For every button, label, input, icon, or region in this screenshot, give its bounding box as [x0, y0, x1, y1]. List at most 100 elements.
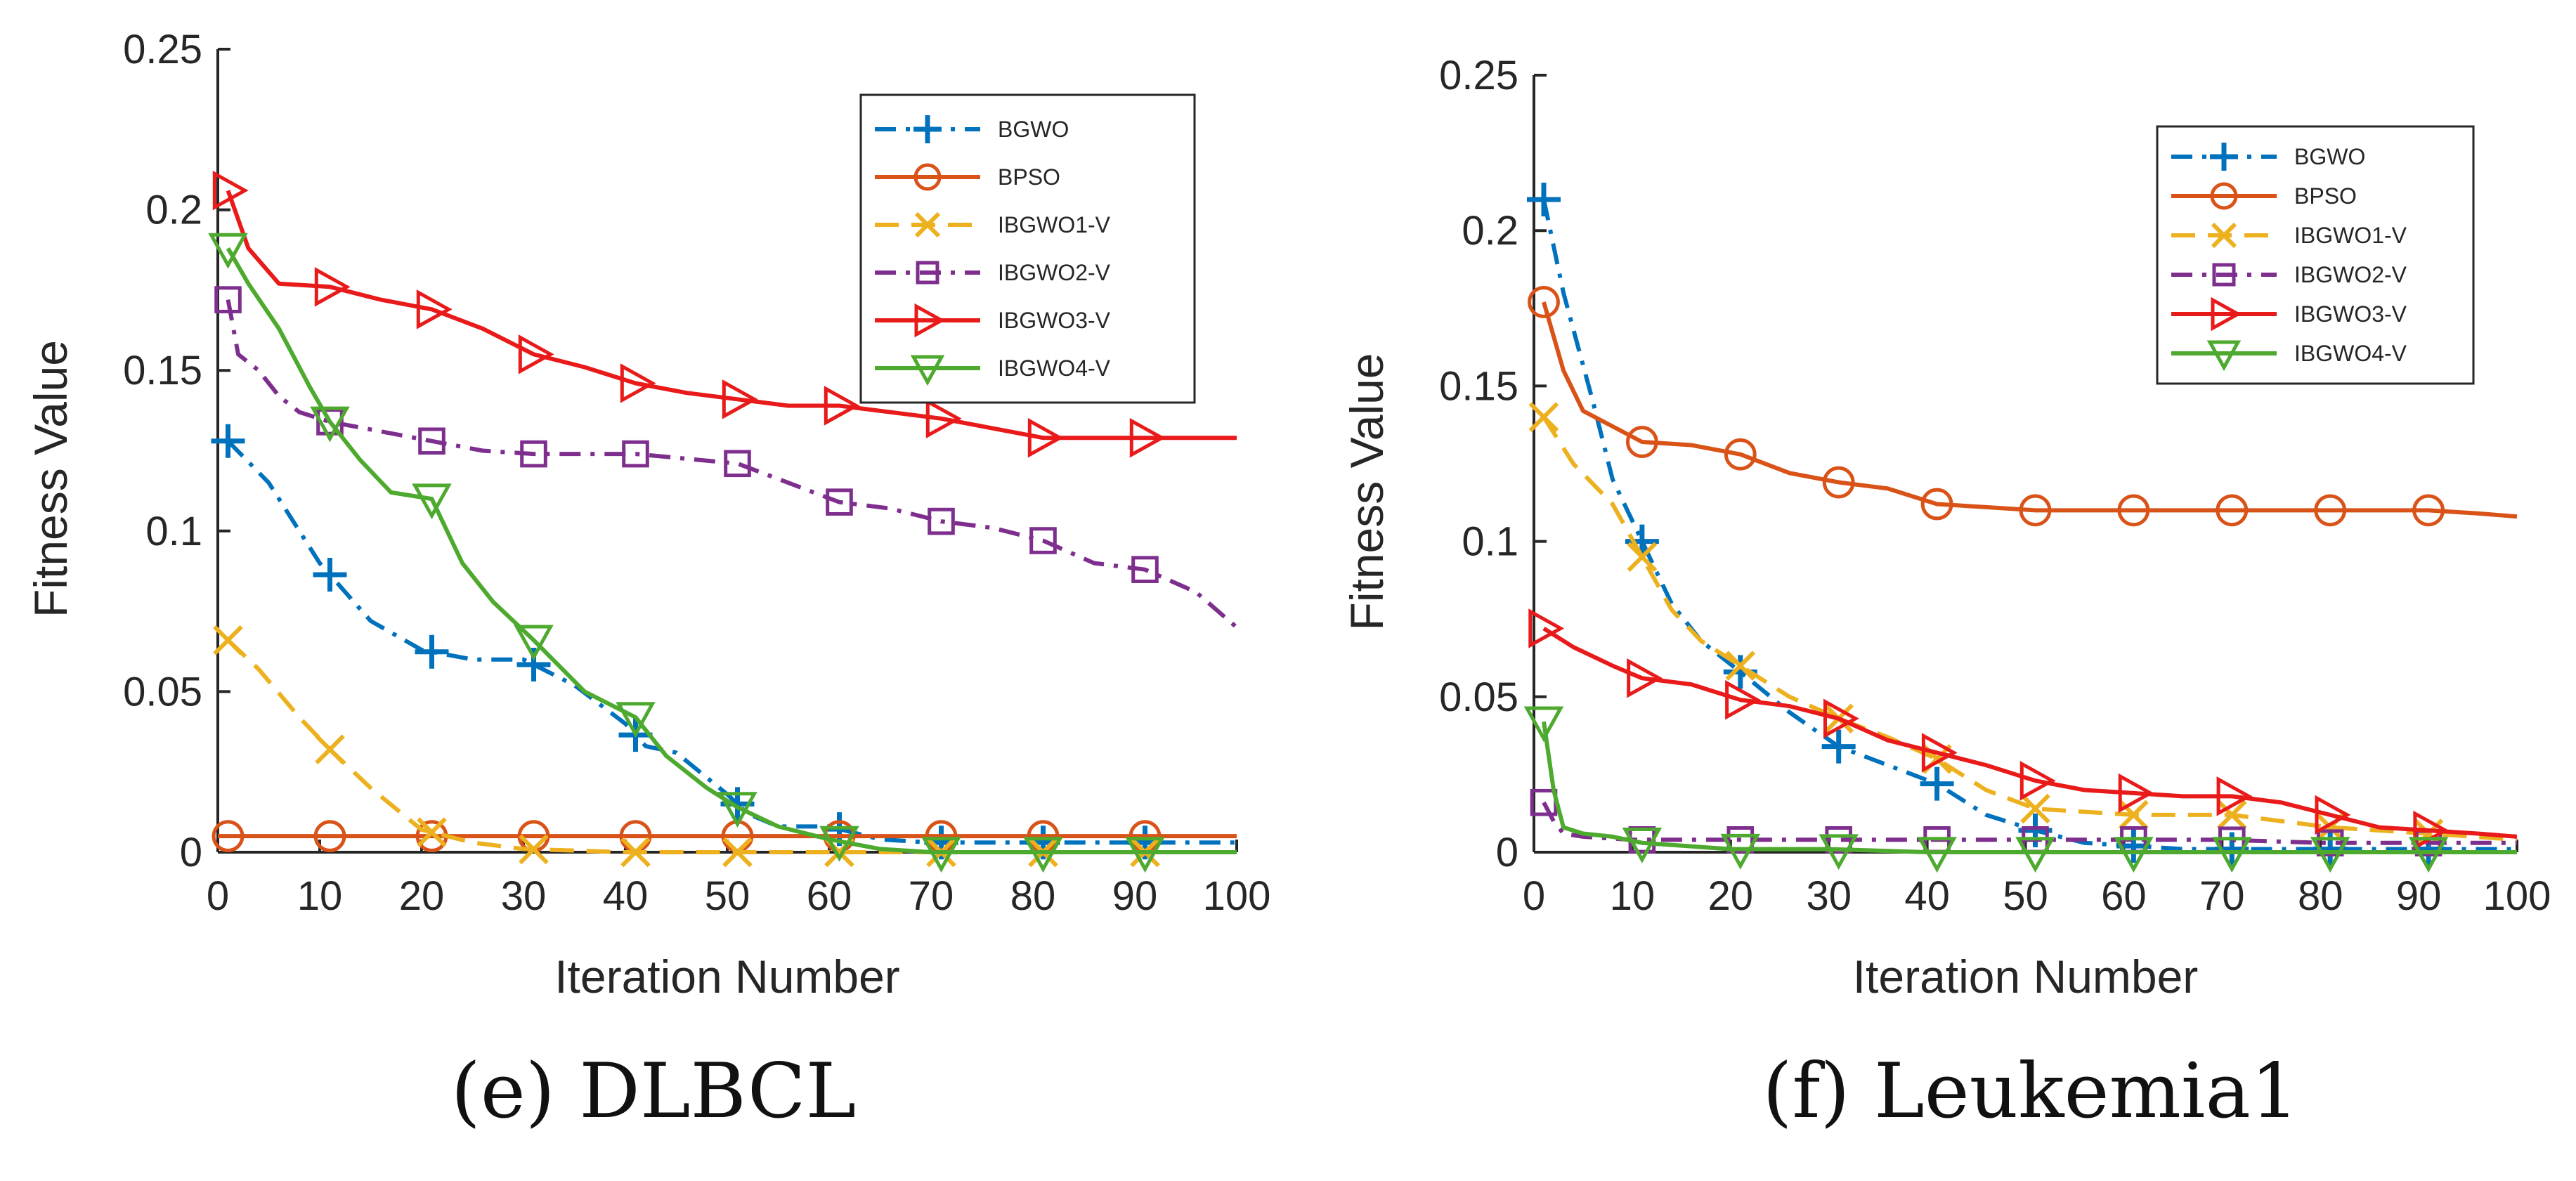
x-tick-label: 0: [207, 873, 229, 919]
x-marker: [1725, 651, 1756, 681]
legend-entry: IBGWO3-V: [875, 303, 1111, 338]
triangle-down-marker: [1819, 834, 1859, 870]
plus-marker: [1920, 766, 1954, 801]
triangle-right-marker: [518, 334, 554, 374]
x-tick-label: 100: [1203, 873, 1271, 919]
legend: BGWO BPSO IBGWO1-V IBGWO2-V IBGWO3-V IBGWO4-V: [859, 93, 1196, 404]
triangle-right-marker: [1627, 658, 1663, 698]
y-tick-label: 0.15: [123, 348, 202, 393]
circle-marker: [313, 820, 346, 853]
triangle-right-marker: [824, 386, 860, 426]
circle-marker: [1528, 286, 1560, 318]
circle-marker: [212, 820, 245, 853]
tick-labels: 0 10 20 30 40 50 60 70 80 90 100 0 0.05 0.1 0.15 0.2 0.2…: [123, 27, 1270, 919]
x-tick-label: 40: [603, 873, 649, 919]
legend-entry: IBGWO1-V: [875, 211, 1111, 238]
x-axis-label: Iteration Number: [1853, 951, 2199, 1003]
triangle-down-marker: [2114, 837, 2154, 873]
square-marker: [724, 450, 751, 478]
circle-marker: [2210, 182, 2238, 210]
square-marker: [928, 507, 955, 535]
x-tick-label: 10: [297, 873, 343, 919]
triangle-right-marker: [1129, 417, 1166, 458]
x-axis-label: Iteration Number: [554, 951, 900, 1003]
square-marker: [418, 427, 445, 455]
triangle-down-marker: [2212, 837, 2252, 873]
triangle-down-marker: [910, 355, 945, 386]
x-marker: [722, 837, 753, 868]
x-tick-label: 0: [1523, 873, 1545, 919]
triangle-right-marker: [1921, 733, 1958, 773]
triangle-right-marker: [1725, 679, 1761, 720]
x-tick-label: 60: [2101, 873, 2147, 919]
legend-label: IBGWO4-V: [2294, 341, 2407, 366]
circle-marker: [1920, 488, 1953, 521]
x-marker: [519, 834, 549, 865]
y-tick-label: 0.2: [1462, 208, 1518, 254]
triangle-down-marker: [616, 702, 656, 738]
triangle-down-marker: [921, 837, 961, 873]
triangle-down-marker: [2310, 837, 2350, 873]
circle-marker: [2019, 494, 2052, 527]
triangle-down-marker: [1523, 706, 1564, 743]
x-tick-label: 30: [501, 873, 547, 919]
square-marker: [1825, 826, 1852, 854]
legend-label: IBGWO1-V: [2294, 223, 2407, 248]
legend-entry: IBGWO3-V: [2171, 296, 2407, 332]
square-marker: [1131, 556, 1159, 583]
x-tick-label: 40: [1904, 873, 1950, 919]
legend-entry: IBGWO1-V: [2171, 222, 2407, 249]
legend-entry: BGWO: [2171, 143, 2365, 171]
y-tick-label: 0.2: [145, 188, 202, 233]
series-layer: [1523, 182, 2518, 873]
square-marker: [520, 440, 547, 468]
chart-f: 0 10 20 30 40 50 60 70 80 90 100 0 0.05 0.1 0.15 0.2 0.2…: [1341, 53, 2551, 1135]
y-tick-label: 0.1: [1462, 519, 1518, 565]
y-tick-label: 0.25: [123, 27, 202, 72]
y-axis-label: Fitness Value: [25, 340, 77, 618]
triangle-right-marker: [914, 303, 946, 338]
triangle-right-marker: [620, 363, 656, 403]
y-tick-label: 0: [180, 830, 202, 875]
legend-label: IBGWO4-V: [998, 355, 1111, 381]
circle-marker: [2412, 494, 2445, 527]
triangle-right-marker: [212, 170, 249, 211]
triangle-right-marker: [1027, 417, 1064, 458]
x-tick-label: 10: [1610, 873, 1655, 919]
triangle-down-marker: [1023, 837, 1063, 873]
legend-entry: BGWO: [875, 115, 1069, 143]
triangle-down-marker: [1917, 837, 1957, 873]
legend-label: IBGWO1-V: [998, 212, 1111, 237]
x-marker: [2211, 222, 2237, 249]
y-tick-label: 0.05: [123, 669, 202, 715]
x-tick-label: 80: [1010, 873, 1056, 919]
chart-e: 0 10 20 30 40 50 60 70 80 90 100 0 0.05 0.1 0.15 0.2 0.2…: [25, 27, 1270, 1135]
x-tick-label: 30: [1806, 873, 1852, 919]
legend-entry: IBGWO4-V: [2171, 340, 2407, 372]
triangle-down-marker: [2206, 340, 2242, 372]
triangle-down-marker: [1720, 833, 1761, 870]
series-ibgwo3-v: [1528, 608, 2518, 851]
x-marker: [1627, 542, 1658, 573]
series-line: [1542, 626, 2518, 839]
triangle-right-marker: [2211, 296, 2242, 332]
legend-entry: BPSO: [2171, 182, 2357, 210]
legend-entry: BPSO: [875, 163, 1060, 191]
x-tick-label: 90: [2396, 873, 2442, 919]
square-marker: [2316, 829, 2344, 857]
triangle-right-marker: [1823, 698, 1859, 739]
series-ibgwo4-v: [208, 233, 1237, 873]
legend-label: IBGWO3-V: [998, 308, 1111, 333]
plus-marker: [2210, 143, 2238, 171]
x-tick-label: 70: [909, 873, 954, 919]
plus-marker: [913, 115, 942, 143]
y-tick-label: 0.15: [1439, 363, 1518, 409]
triangle-right-marker: [314, 267, 351, 307]
x-marker: [2216, 800, 2247, 830]
plus-marker: [313, 557, 347, 592]
circle-marker: [913, 163, 942, 191]
triangle-down-marker: [717, 792, 757, 828]
y-tick-label: 0.25: [1439, 53, 1518, 98]
legend: BGWO BPSO IBGWO1-V IBGWO2-V IBGWO3-V IBGWO4-V: [2156, 125, 2475, 385]
triangle-down-marker: [208, 233, 248, 269]
